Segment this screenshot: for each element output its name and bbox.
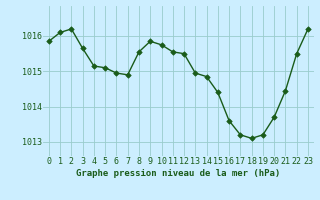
X-axis label: Graphe pression niveau de la mer (hPa): Graphe pression niveau de la mer (hPa) <box>76 169 281 178</box>
